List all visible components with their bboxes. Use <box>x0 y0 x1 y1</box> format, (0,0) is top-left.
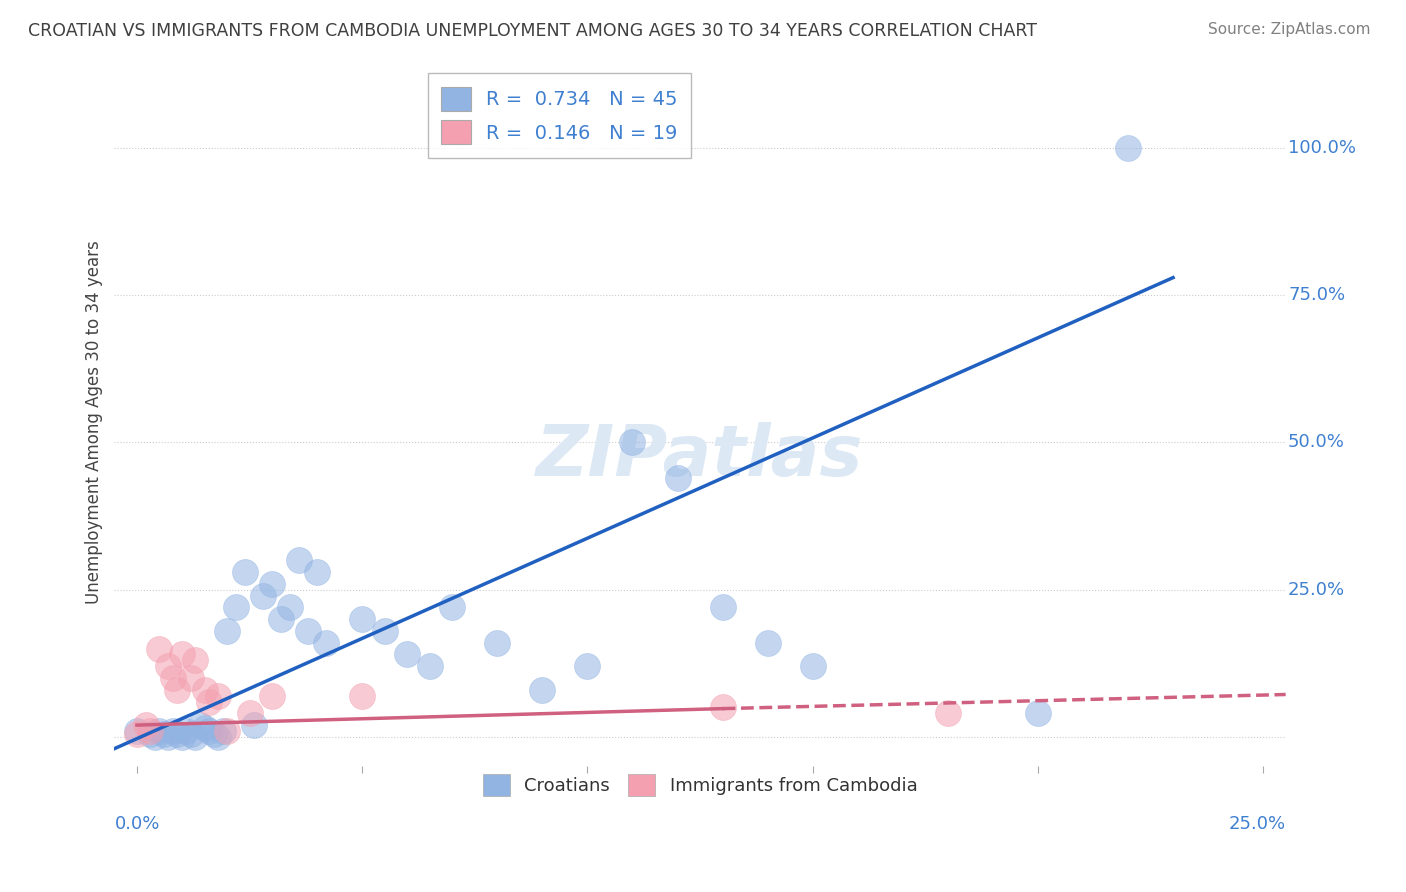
Legend: Croatians, Immigrants from Cambodia: Croatians, Immigrants from Cambodia <box>474 765 927 805</box>
Point <box>139 727 162 741</box>
Text: 25.0%: 25.0% <box>1229 814 1285 832</box>
Point <box>252 589 274 603</box>
Point <box>262 576 284 591</box>
Point <box>352 612 374 626</box>
Point <box>315 635 337 649</box>
Point <box>215 723 238 738</box>
Point <box>184 730 207 744</box>
Point <box>211 723 233 738</box>
Point <box>170 648 193 662</box>
Point <box>166 727 188 741</box>
Point <box>207 689 229 703</box>
Point <box>180 671 202 685</box>
Point <box>352 689 374 703</box>
Point <box>666 471 689 485</box>
Text: 0.0%: 0.0% <box>114 814 160 832</box>
Point <box>278 600 301 615</box>
Point <box>374 624 396 638</box>
Point <box>243 718 266 732</box>
Text: Source: ZipAtlas.com: Source: ZipAtlas.com <box>1208 22 1371 37</box>
Point <box>936 706 959 721</box>
Point <box>148 723 170 738</box>
Y-axis label: Unemployment Among Ages 30 to 34 years: Unemployment Among Ages 30 to 34 years <box>86 240 103 604</box>
Point <box>157 659 180 673</box>
Point <box>486 635 509 649</box>
Point <box>202 727 225 741</box>
Point <box>207 730 229 744</box>
Point <box>419 659 441 673</box>
Text: ZIPatlas: ZIPatlas <box>536 422 863 491</box>
Point <box>198 723 221 738</box>
Point <box>297 624 319 638</box>
Text: 100.0%: 100.0% <box>1288 139 1355 157</box>
Point <box>157 730 180 744</box>
Point <box>711 600 734 615</box>
Point <box>270 612 292 626</box>
Point <box>621 435 644 450</box>
Point <box>262 689 284 703</box>
Point <box>153 727 176 741</box>
Text: CROATIAN VS IMMIGRANTS FROM CAMBODIA UNEMPLOYMENT AMONG AGES 30 TO 34 YEARS CORR: CROATIAN VS IMMIGRANTS FROM CAMBODIA UNE… <box>28 22 1038 40</box>
Point <box>139 723 162 738</box>
Point <box>307 565 329 579</box>
Point <box>135 718 157 732</box>
Point <box>125 727 148 741</box>
Point <box>166 682 188 697</box>
Point <box>233 565 256 579</box>
Point <box>198 694 221 708</box>
Point <box>170 730 193 744</box>
Point <box>193 721 215 735</box>
Point <box>288 553 311 567</box>
Point <box>1026 706 1049 721</box>
Point <box>148 641 170 656</box>
Point <box>188 718 211 732</box>
Point <box>576 659 599 673</box>
Point <box>711 700 734 714</box>
Point <box>238 706 260 721</box>
Text: 25.0%: 25.0% <box>1288 581 1346 599</box>
Point <box>225 600 247 615</box>
Point <box>125 723 148 738</box>
Point <box>162 671 184 685</box>
Text: 50.0%: 50.0% <box>1288 434 1346 451</box>
Point <box>215 624 238 638</box>
Point <box>184 653 207 667</box>
Point <box>756 635 779 649</box>
Point <box>531 682 554 697</box>
Point <box>396 648 419 662</box>
Point <box>441 600 464 615</box>
Point <box>176 723 198 738</box>
Point <box>801 659 824 673</box>
Point <box>1116 141 1139 155</box>
Point <box>143 730 166 744</box>
Point <box>180 727 202 741</box>
Text: 75.0%: 75.0% <box>1288 286 1346 304</box>
Point <box>193 682 215 697</box>
Point <box>162 723 184 738</box>
